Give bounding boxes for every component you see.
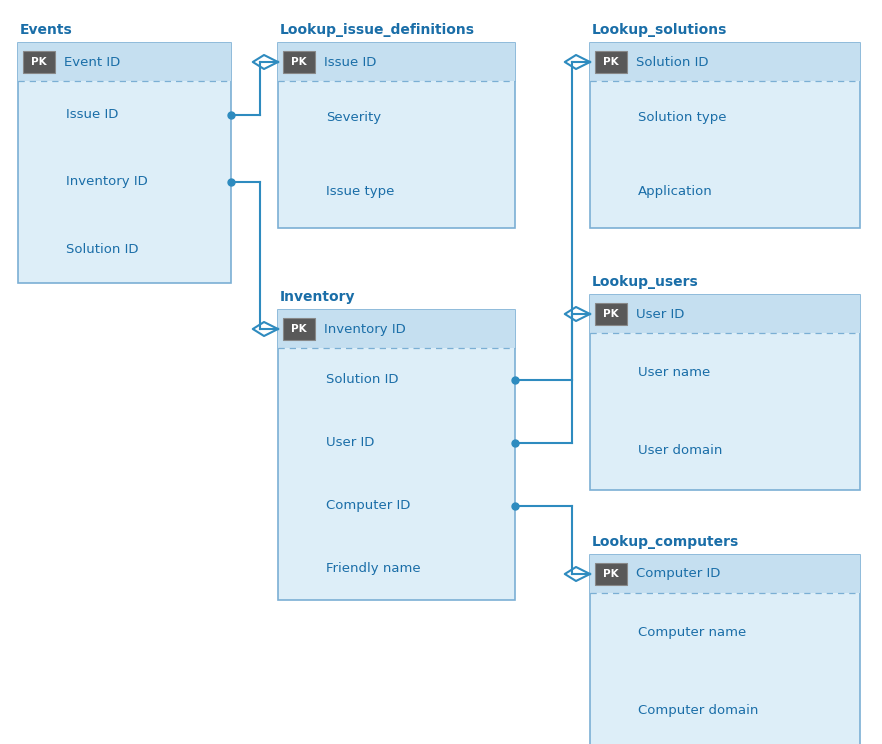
FancyBboxPatch shape [590,295,860,333]
FancyBboxPatch shape [590,555,860,744]
Text: PK: PK [603,309,619,319]
Text: Solution ID: Solution ID [636,56,708,68]
Text: Application: Application [638,185,713,198]
Text: Computer ID: Computer ID [326,499,410,512]
Text: Friendly name: Friendly name [326,562,421,575]
Text: Computer ID: Computer ID [636,568,721,580]
Text: Inventory ID: Inventory ID [324,322,406,336]
Text: Issue ID: Issue ID [66,108,118,121]
Text: User domain: User domain [638,444,722,458]
FancyBboxPatch shape [23,51,55,73]
FancyBboxPatch shape [278,310,515,600]
Text: Event ID: Event ID [64,56,120,68]
Text: PK: PK [291,57,307,67]
Text: Inventory ID: Inventory ID [66,176,148,188]
FancyBboxPatch shape [278,43,515,228]
Text: Lookup_issue_definitions: Lookup_issue_definitions [280,23,475,37]
Text: Solution ID: Solution ID [66,243,138,256]
FancyBboxPatch shape [590,555,860,593]
Text: Events: Events [20,23,72,37]
FancyBboxPatch shape [278,43,515,81]
Text: User name: User name [638,366,710,379]
Text: Issue type: Issue type [326,185,394,198]
FancyBboxPatch shape [283,318,315,340]
Text: PK: PK [291,324,307,334]
Text: PK: PK [603,569,619,579]
Text: Lookup_computers: Lookup_computers [592,535,739,549]
Text: User ID: User ID [326,436,374,449]
Text: User ID: User ID [636,307,684,321]
Text: PK: PK [603,57,619,67]
FancyBboxPatch shape [283,51,315,73]
Text: Issue ID: Issue ID [324,56,377,68]
FancyBboxPatch shape [595,51,627,73]
Text: Lookup_solutions: Lookup_solutions [592,23,728,37]
Text: Severity: Severity [326,112,381,124]
FancyBboxPatch shape [18,43,231,283]
FancyBboxPatch shape [278,310,515,348]
Text: PK: PK [31,57,47,67]
FancyBboxPatch shape [595,303,627,325]
FancyBboxPatch shape [590,295,860,490]
Text: Lookup_users: Lookup_users [592,275,699,289]
Text: Inventory: Inventory [280,290,355,304]
Text: Solution type: Solution type [638,112,727,124]
FancyBboxPatch shape [18,43,231,81]
Text: Computer name: Computer name [638,626,746,639]
FancyBboxPatch shape [590,43,860,228]
FancyBboxPatch shape [595,563,627,585]
Text: Computer domain: Computer domain [638,705,759,717]
Text: Solution ID: Solution ID [326,373,399,386]
FancyBboxPatch shape [590,43,860,81]
